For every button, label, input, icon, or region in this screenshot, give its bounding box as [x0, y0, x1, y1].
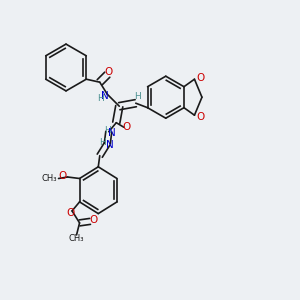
Text: O: O [105, 67, 113, 77]
Text: O: O [123, 122, 131, 132]
Text: N: N [109, 128, 116, 138]
Text: O: O [196, 112, 204, 122]
Text: O: O [89, 215, 97, 225]
Text: O: O [66, 208, 75, 218]
Text: O: O [58, 171, 66, 181]
Text: H: H [99, 138, 106, 147]
Text: O: O [196, 73, 204, 83]
Text: H: H [104, 126, 111, 135]
Text: CH₃: CH₃ [69, 234, 84, 243]
Text: H: H [134, 92, 141, 101]
Text: N: N [101, 91, 109, 101]
Text: H: H [97, 94, 104, 103]
Text: N: N [106, 140, 113, 150]
Text: CH₃: CH₃ [42, 174, 57, 183]
